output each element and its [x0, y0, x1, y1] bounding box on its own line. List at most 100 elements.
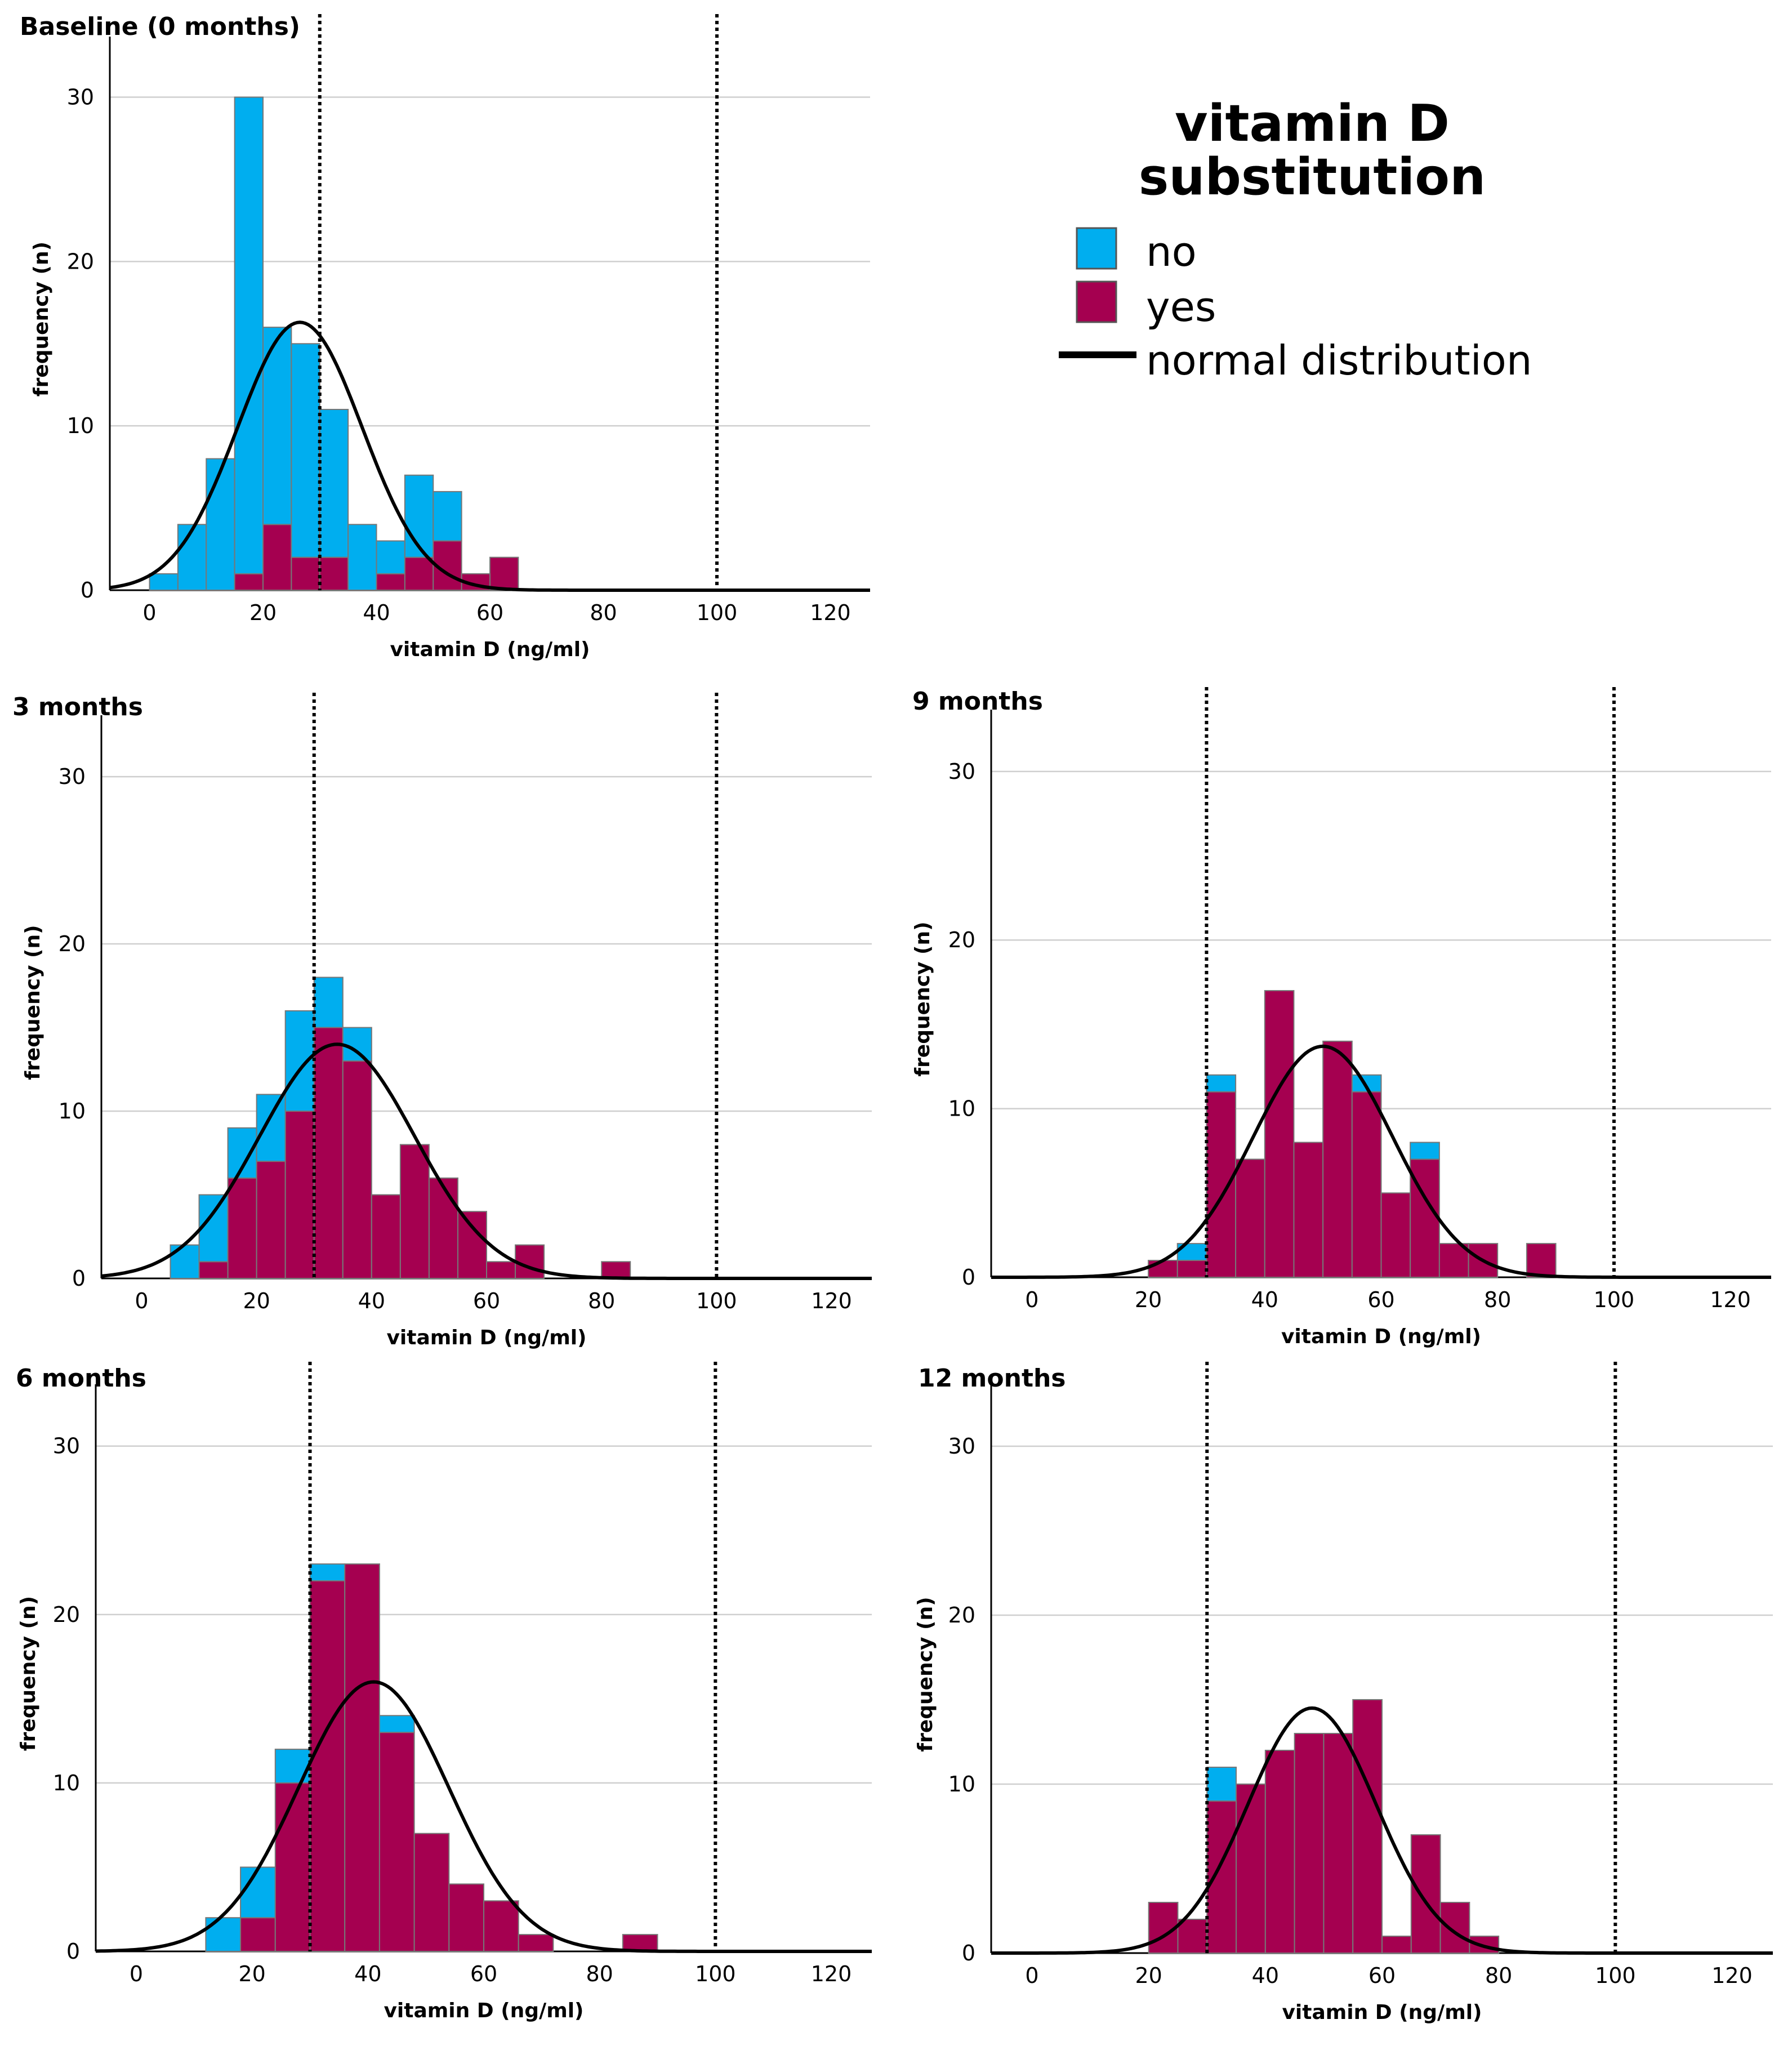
chart-panel-baseline: Baseline (0 months) 0 10 20 30 0 20 40 60 80 100 12…	[20, 12, 870, 661]
bar-yes	[227, 1177, 257, 1279]
x-tick-label: 100	[1594, 1287, 1635, 1312]
bar-no	[256, 1094, 286, 1162]
x-tick-label: 0	[135, 1289, 148, 1313]
legend-label-normal: normal distribution	[1146, 337, 1532, 384]
bar-yes	[1294, 1733, 1325, 1954]
bar-no	[240, 1866, 276, 1919]
normal-curve	[95, 1680, 872, 1953]
bar-yes	[240, 1917, 276, 1953]
bar-yes	[313, 1027, 344, 1279]
y-tick-label: 10	[59, 1099, 86, 1124]
bar-yes	[1206, 1091, 1237, 1278]
chart-panel-m3: 3 months 0 10 20 30 0 20 40 60 80 100 120 vitamin D …	[12, 693, 872, 1349]
y-axis-label: frequency (n)	[914, 1597, 937, 1751]
bar-yes	[234, 573, 264, 591]
legend: vitamin D substitution no yes normal dis…	[1059, 94, 1532, 384]
x-tick-label: 0	[130, 1962, 143, 1986]
x-tick-label: 60	[470, 1962, 497, 1986]
x-axis-label: vitamin D (ng/ml)	[1282, 2001, 1482, 2024]
bar-yes	[413, 1833, 450, 1953]
bar-no	[284, 1010, 315, 1112]
bar-yes	[371, 1194, 401, 1279]
bar-yes	[291, 556, 320, 591]
bar-yes	[483, 1900, 519, 1952]
bar-yes	[448, 1883, 485, 1952]
bar-yes	[1410, 1834, 1441, 1954]
bar-no	[198, 1194, 229, 1263]
bar-yes	[1264, 990, 1295, 1278]
y-tick-label: 10	[53, 1771, 80, 1795]
y-tick-label: 0	[962, 1941, 975, 1965]
legend-label-no: no	[1146, 228, 1197, 275]
bar-yes	[515, 1244, 545, 1279]
bar-yes	[1176, 1260, 1207, 1278]
x-axis-label: vitamin D (ng/ml)	[386, 1326, 586, 1349]
bar-no	[342, 1027, 372, 1062]
panel-title: Baseline (0 months)	[20, 12, 300, 41]
normal-curve	[991, 1706, 1773, 1955]
bar-no	[205, 1917, 242, 1953]
bar-yes	[198, 1261, 229, 1279]
panel-title: 6 months	[16, 1364, 146, 1393]
bar-no	[262, 327, 292, 525]
x-tick-label: 20	[249, 600, 277, 625]
y-tick-label: 30	[948, 759, 975, 784]
x-axis-label: vitamin D (ng/ml)	[390, 638, 590, 661]
bar-yes	[1323, 1733, 1354, 1954]
y-tick-label: 10	[948, 1096, 975, 1121]
x-tick-label: 60	[473, 1289, 500, 1313]
x-tick-label: 40	[358, 1289, 385, 1313]
y-tick-label: 20	[948, 1603, 975, 1628]
bar-yes	[1322, 1040, 1353, 1278]
y-tick-label: 30	[67, 85, 94, 110]
normal-curve	[101, 1042, 872, 1280]
y-axis-label: frequency (n)	[17, 1596, 40, 1751]
x-tick-label: 80	[1485, 1963, 1512, 1988]
bar-yes	[1235, 1158, 1265, 1278]
bar-no	[234, 96, 264, 574]
bar-no	[177, 524, 207, 591]
y-tick-label: 0	[81, 578, 94, 603]
x-tick-label: 100	[696, 1289, 737, 1313]
bar-no	[313, 977, 344, 1028]
bar-yes	[1351, 1091, 1382, 1278]
legend-label-yes: yes	[1146, 283, 1216, 331]
y-tick-label: 30	[948, 1434, 975, 1459]
bar-yes	[601, 1261, 631, 1279]
legend-title-line1: vitamin D	[1175, 94, 1450, 153]
normal-curve	[991, 1044, 1771, 1279]
x-tick-label: 60	[1367, 1287, 1394, 1312]
x-tick-label: 80	[586, 1962, 613, 1986]
x-tick-label: 20	[243, 1289, 270, 1313]
bar-yes	[1438, 1243, 1469, 1278]
bar-yes	[256, 1161, 286, 1279]
y-tick-label: 20	[59, 931, 86, 956]
bar-no	[291, 343, 320, 558]
y-axis-label: frequency (n)	[911, 921, 934, 1076]
bar-yes	[319, 556, 349, 591]
bar-yes	[309, 1580, 346, 1952]
x-tick-label: 100	[1595, 1963, 1636, 1988]
bar-yes	[1352, 1699, 1383, 1954]
y-tick-label: 10	[67, 413, 94, 438]
y-tick-label: 0	[962, 1265, 975, 1290]
bar-yes	[1148, 1260, 1178, 1278]
bar-no	[149, 573, 179, 591]
y-tick-label: 30	[59, 764, 86, 789]
x-tick-label: 0	[142, 600, 156, 625]
x-tick-label: 60	[1368, 1963, 1396, 1988]
bar-no	[170, 1244, 200, 1279]
y-axis-label: frequency (n)	[21, 925, 44, 1080]
legend-swatch-no	[1076, 227, 1117, 270]
bar-yes	[1264, 1750, 1295, 1954]
bar-yes	[1206, 1800, 1237, 1954]
y-axis-label: frequency (n)	[30, 242, 53, 396]
bar-yes	[518, 1934, 554, 1952]
bar-yes	[1526, 1243, 1557, 1278]
x-tick-label: 120	[1711, 1963, 1753, 1988]
bar-yes	[344, 1563, 380, 1952]
chart-panel-m9: 9 months 0 10 20 30 0 20 40 60 80 100 120 vitamin D …	[911, 687, 1771, 1348]
bar-yes	[622, 1934, 658, 1952]
bar-yes	[428, 1177, 458, 1279]
